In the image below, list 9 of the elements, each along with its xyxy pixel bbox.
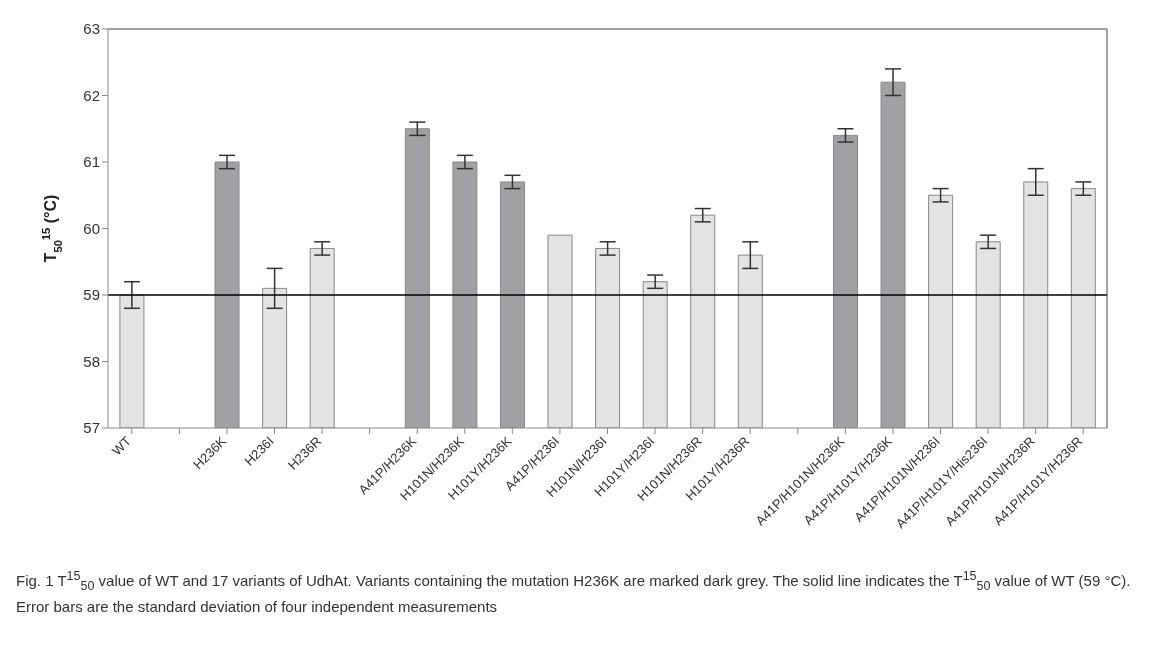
y-tick-label: 58: [83, 352, 100, 370]
y-tick-label: 61: [83, 153, 100, 171]
x-tick-label: WT: [109, 433, 134, 459]
y-tick-label: 62: [83, 86, 100, 104]
text: Fig. 1 T$^{15}$$_{50}$ value of WT and 17 variants of UdhAt. Variants containing the mutation H236K are marked dark grey. The solid line indicates the T$^{15}$$_{50}$ value of WT (59 °C). Error bars are the standard deviation of four independent measurements: [16, 569, 1131, 615]
y-tick-label: 57: [83, 419, 100, 437]
y-tick-label: 59: [83, 286, 100, 304]
y-tick-label: 63: [83, 20, 100, 38]
y-tick-label: 60: [83, 219, 100, 237]
